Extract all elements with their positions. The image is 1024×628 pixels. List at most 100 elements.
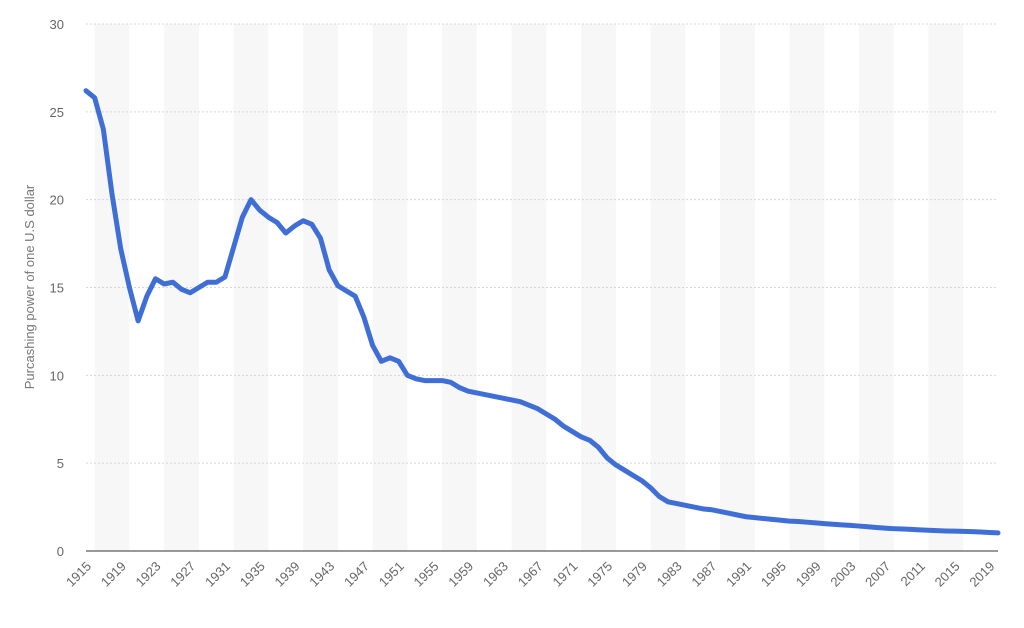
data-point — [153, 277, 157, 281]
data-point — [623, 468, 627, 472]
data-point — [753, 516, 757, 520]
data-point — [935, 529, 939, 533]
data-point — [996, 531, 1000, 535]
data-point — [284, 231, 288, 235]
data-point — [397, 359, 401, 363]
data-point — [414, 377, 418, 381]
data-point — [709, 508, 713, 512]
data-point — [319, 236, 323, 240]
data-point — [327, 268, 331, 272]
data-point — [892, 527, 896, 531]
x-tick-label: 1975 — [584, 559, 615, 590]
x-tick-label: 2011 — [898, 559, 928, 589]
data-point — [779, 518, 783, 522]
data-point — [510, 398, 514, 402]
x-tick-label: 1931 — [202, 559, 233, 590]
data-point — [119, 247, 123, 251]
x-tick-label: 1971 — [549, 559, 580, 590]
data-point — [475, 391, 479, 395]
data-point — [127, 286, 131, 290]
data-point — [874, 525, 878, 529]
background-band — [859, 24, 894, 551]
data-point — [953, 529, 957, 533]
data-point — [605, 456, 609, 460]
data-point — [188, 291, 192, 295]
data-point — [431, 379, 435, 383]
data-point — [918, 528, 922, 532]
data-point — [727, 511, 731, 515]
data-point — [110, 192, 114, 196]
data-point — [171, 280, 175, 284]
data-point — [675, 502, 679, 506]
x-tick-label: 1927 — [167, 559, 198, 590]
background-band — [511, 24, 547, 551]
data-point — [770, 517, 774, 521]
x-tick-label: 1915 — [63, 559, 94, 590]
data-point — [136, 319, 140, 323]
x-tick-label: 1939 — [272, 559, 303, 590]
data-point — [744, 515, 748, 519]
data-point — [900, 527, 904, 531]
x-tick-label: 1947 — [341, 559, 372, 590]
data-point — [275, 221, 279, 225]
data-point — [701, 507, 705, 511]
y-tick-label: 0 — [57, 544, 64, 559]
y-axis-tick-labels: 0 5 10 15 20 25 30 — [50, 17, 64, 559]
data-point — [101, 127, 105, 131]
x-tick-label: 1995 — [758, 559, 789, 590]
data-point — [258, 208, 262, 212]
data-point — [840, 523, 844, 527]
data-point — [927, 528, 931, 532]
x-tick-label: 1959 — [445, 559, 476, 590]
x-tick-label: 1979 — [619, 559, 650, 590]
x-tick-label: 2007 — [862, 559, 893, 590]
data-point — [388, 356, 392, 360]
data-point — [240, 215, 244, 219]
x-tick-label: 1951 — [376, 559, 407, 590]
data-point — [266, 215, 270, 219]
x-tick-label: 1987 — [688, 559, 719, 590]
data-point — [822, 522, 826, 526]
data-point — [180, 287, 184, 291]
data-point — [162, 282, 166, 286]
data-point — [831, 522, 835, 526]
data-point — [457, 386, 461, 390]
data-point — [336, 284, 340, 288]
data-point — [206, 280, 210, 284]
x-tick-label: 1967 — [515, 559, 546, 590]
background-band — [720, 24, 755, 551]
series-line — [83, 88, 1001, 536]
data-point — [866, 525, 870, 529]
data-point — [84, 89, 88, 93]
x-tick-label: 1943 — [306, 559, 337, 590]
data-point — [562, 424, 566, 428]
x-tick-label: 1919 — [98, 559, 129, 590]
x-tick-label: 2019 — [966, 559, 997, 590]
data-point — [970, 530, 974, 534]
data-point — [805, 520, 809, 524]
data-point — [301, 219, 305, 223]
data-point — [214, 280, 218, 284]
data-point — [961, 529, 965, 533]
data-point — [145, 294, 149, 298]
x-axis-tick-labels: 1915 1919 1923 1927 1931 1935 1939 1943 1947 1951… — [63, 559, 997, 590]
background-band — [303, 24, 338, 551]
background-bands — [94, 24, 964, 551]
data-point — [979, 530, 983, 534]
data-point — [614, 463, 618, 467]
data-point — [796, 519, 800, 523]
data-point — [197, 286, 201, 290]
data-point — [909, 527, 913, 531]
data-point — [883, 526, 887, 530]
data-point — [596, 445, 600, 449]
data-point — [232, 245, 236, 249]
data-point — [93, 96, 97, 100]
horizontal-gridlines — [86, 23, 998, 464]
data-point — [631, 473, 635, 477]
y-tick-label: 20 — [50, 193, 64, 208]
data-point — [718, 509, 722, 513]
data-point — [683, 503, 687, 507]
data-point — [440, 379, 444, 383]
x-tick-label: 1963 — [480, 559, 511, 590]
